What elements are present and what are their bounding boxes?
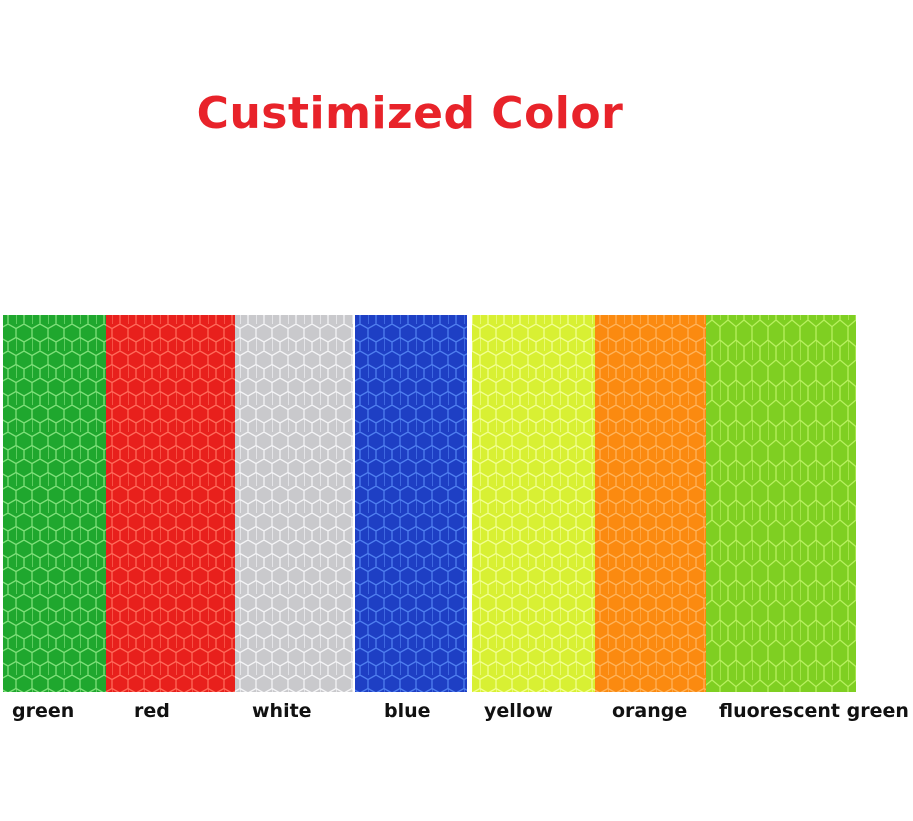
swatch-fluorescent-green bbox=[706, 315, 856, 692]
swatch-orange bbox=[595, 315, 706, 692]
swatch-label: orange bbox=[612, 700, 688, 722]
swatch-label: yellow bbox=[484, 700, 553, 722]
swatch-red bbox=[106, 315, 235, 692]
swatch-white bbox=[235, 315, 353, 692]
swatch-label: green bbox=[12, 700, 75, 722]
swatch-green bbox=[3, 315, 106, 692]
swatch-blue bbox=[355, 315, 467, 692]
swatch-label: fluorescent green bbox=[719, 700, 909, 722]
swatch-label: blue bbox=[384, 700, 431, 722]
swatch-label: white bbox=[252, 700, 312, 722]
swatch-label: red bbox=[134, 700, 170, 722]
swatch-yellow bbox=[472, 315, 595, 692]
page-title: Custimized Color bbox=[196, 88, 624, 139]
